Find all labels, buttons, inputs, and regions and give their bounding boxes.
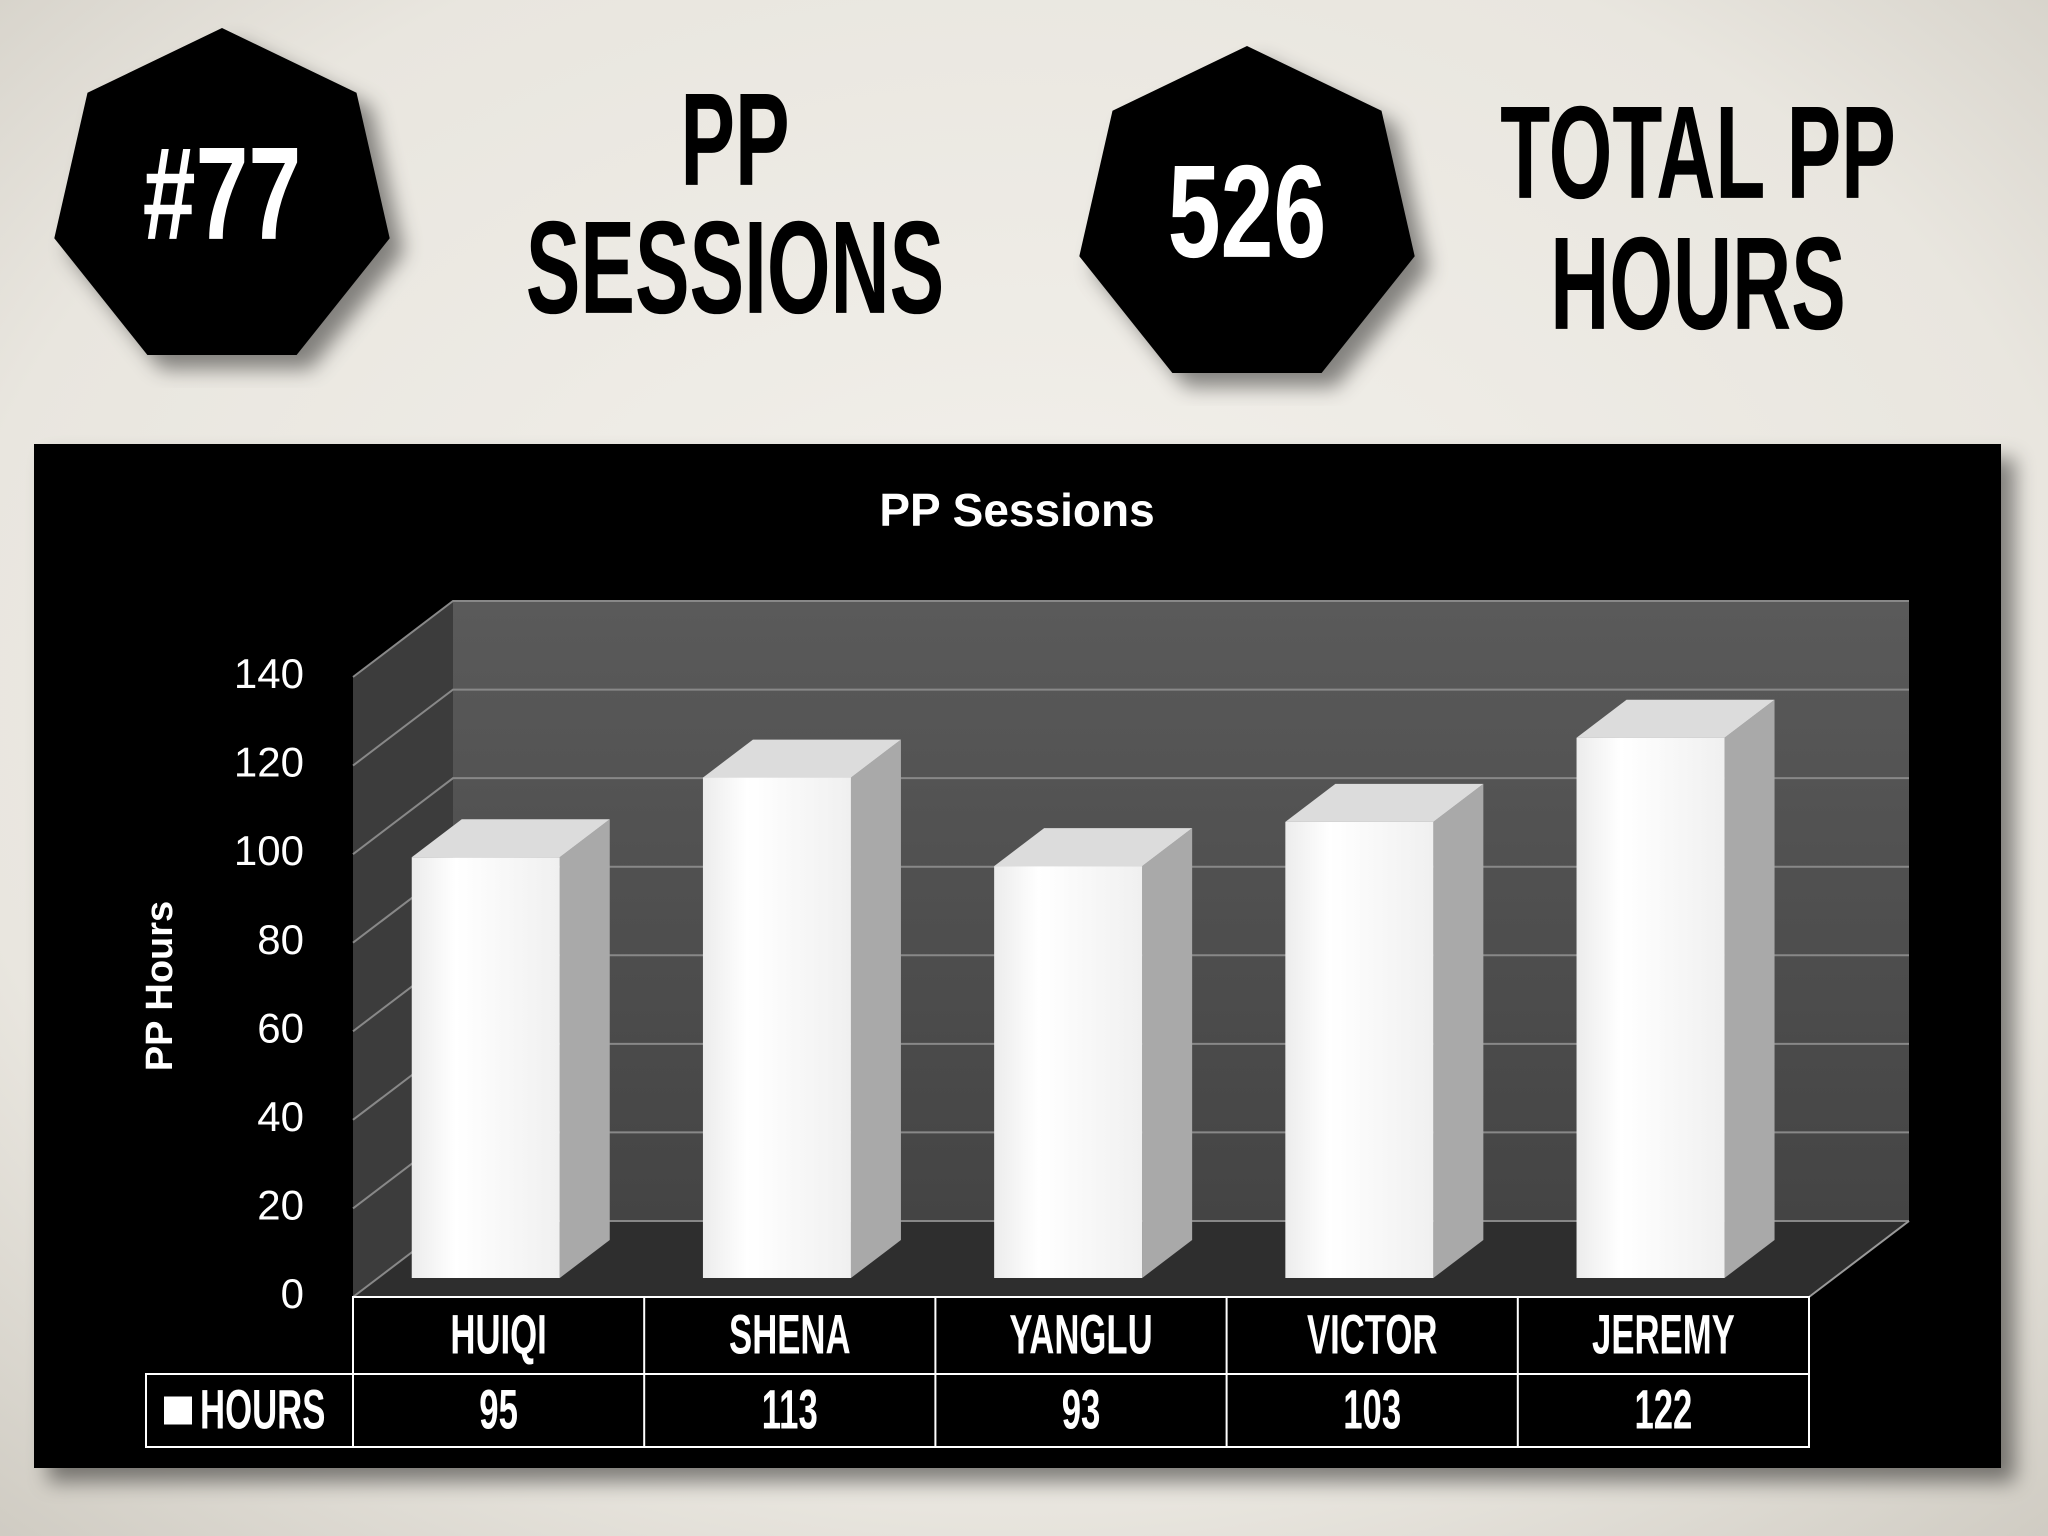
stat-caption-group: TOTAL PP [1500, 80, 1896, 227]
x-tick-label-group: HUIQI [450, 1303, 546, 1366]
bar [1576, 737, 1725, 1278]
table-value-group: 122 [1634, 1378, 1692, 1441]
stat-caption: TOTAL PP [1500, 80, 1896, 227]
bar [1285, 821, 1434, 1278]
badge-value-group: 526 [1168, 139, 1327, 286]
bar-top [994, 828, 1193, 867]
bar-top [1576, 699, 1775, 738]
badge-heptagon [1079, 46, 1415, 373]
axis-line [1808, 1220, 1910, 1298]
x-tick-label: SHENA [729, 1303, 851, 1366]
stat-caption: HOURS [1550, 211, 1846, 358]
y-axis-title: PP Hours [139, 901, 181, 1071]
x-tick-label-group: JEREMY [1592, 1303, 1735, 1366]
grid-line [352, 600, 1909, 678]
table-value-group: 93 [1062, 1378, 1101, 1441]
y-tick-label: 60 [257, 1004, 304, 1051]
table-value-group: 103 [1343, 1378, 1401, 1441]
table-value: 95 [479, 1378, 518, 1441]
legend-label-group: HOURS [200, 1378, 325, 1441]
bar-side [1142, 828, 1193, 1278]
table-value: 103 [1343, 1378, 1401, 1441]
table-value: 122 [1634, 1378, 1692, 1441]
y-tick-label: 0 [281, 1270, 304, 1317]
grid-line [352, 777, 1909, 855]
badge-value: #77 [143, 121, 302, 268]
x-tick-label-group: SHENA [729, 1303, 851, 1366]
x-tick-label: JEREMY [1592, 1303, 1735, 1366]
y-axis-title-group: PP Hours [139, 901, 181, 1071]
legend-label: HOURS [200, 1378, 325, 1441]
badge-value: 526 [1168, 139, 1327, 286]
y-tick-label: 120 [234, 739, 304, 786]
x-tick-label-group: VICTOR [1307, 1303, 1438, 1366]
bar-side [850, 739, 901, 1278]
bar-side [1433, 783, 1484, 1278]
y-tick-label: 140 [234, 650, 304, 697]
bar-top [411, 819, 610, 858]
x-tick-label-group: YANGLU [1009, 1303, 1152, 1366]
table-value: 113 [762, 1378, 818, 1441]
y-tick-label: 100 [234, 827, 304, 874]
bar-side [1724, 699, 1775, 1278]
stat-caption-group: PP [680, 67, 789, 214]
table-border [352, 1296, 1810, 1448]
bar [994, 866, 1143, 1278]
badge-value-group: #77 [143, 121, 302, 268]
stat-caption-group: HOURS [1550, 211, 1846, 358]
x-tick-label: HUIQI [450, 1303, 546, 1366]
badge-heptagon [54, 28, 390, 355]
y-tick-label: 40 [257, 1093, 304, 1140]
table-border [145, 1373, 354, 1448]
bar [411, 857, 560, 1278]
stat-caption-group: SESSIONS [526, 195, 944, 342]
bar-top [702, 739, 901, 778]
x-tick-label: YANGLU [1009, 1303, 1152, 1366]
bar-side [559, 819, 610, 1278]
bar [702, 777, 851, 1278]
stat-caption: SESSIONS [526, 195, 944, 342]
table-value-group: 113 [762, 1378, 818, 1441]
bar-top [1285, 783, 1484, 822]
table-value-group: 95 [479, 1378, 518, 1441]
y-tick-label: 20 [257, 1182, 304, 1229]
table-value: 93 [1062, 1378, 1101, 1441]
legend-swatch [164, 1396, 192, 1425]
x-tick-label: VICTOR [1307, 1303, 1438, 1366]
stat-caption: PP [680, 67, 789, 214]
y-tick-label: 80 [257, 916, 304, 963]
grid-line [352, 688, 1909, 767]
chart-title: PP Sessions [879, 484, 1154, 536]
